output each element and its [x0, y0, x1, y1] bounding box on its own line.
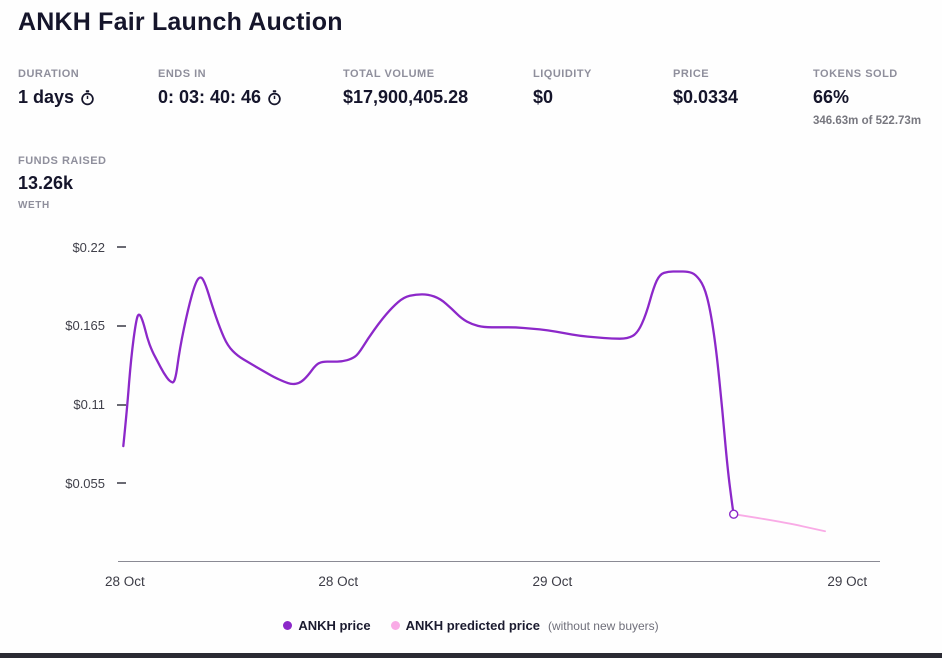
legend-label: ANKH predicted price	[405, 618, 540, 633]
page-bottom-edge	[0, 653, 942, 658]
x-tick-label: 28 Oct	[318, 574, 359, 589]
stopwatch-icon	[81, 89, 94, 105]
stat-value: 1 days	[18, 87, 95, 108]
legend-dot-pink	[390, 621, 400, 630]
y-tick-mark	[117, 246, 126, 249]
countdown-value: 0: 03: 40: 46	[158, 87, 262, 107]
stat-value: 66%	[813, 87, 850, 107]
y-tick-label: $0.165	[65, 318, 105, 334]
x-tick-label: 28 Oct	[104, 574, 145, 589]
series-line-0	[122, 270, 735, 516]
tokens-sold-detail: 346.63m of 522.73m	[813, 115, 922, 127]
current-price-marker	[729, 509, 739, 519]
y-tick-label: $0.11	[73, 397, 105, 413]
legend-dot-purple	[283, 621, 293, 630]
stat-value: $17,900,405.28	[343, 87, 469, 107]
legend-item-ankh-price[interactable]: ANKH price	[283, 618, 371, 633]
stat-value: $0.0334	[673, 87, 739, 107]
y-tick-label: $0.055	[65, 475, 105, 491]
stat-value: 13.26k	[18, 173, 74, 193]
stat-label: LIQUIDITY	[533, 68, 592, 80]
stat-label: FUNDS RAISED	[18, 155, 107, 167]
stat-label: TOTAL VOLUME	[343, 68, 435, 80]
chart-legend: ANKH price ANKH predicted price (without…	[0, 618, 942, 633]
y-tick-mark	[117, 324, 126, 327]
series-line-1	[732, 513, 826, 533]
legend-suffix: (without new buyers)	[547, 618, 659, 633]
stopwatch-icon	[268, 89, 281, 105]
y-tick-label: $0.22	[72, 239, 105, 255]
y-tick-mark	[117, 403, 126, 406]
legend-item-predicted-price[interactable]: ANKH predicted price (without new buyers…	[390, 618, 659, 633]
chart-plot[interactable]	[118, 240, 880, 562]
duration-value: 1 days	[18, 87, 75, 107]
y-tick-mark	[117, 482, 126, 485]
page-title: ANKH Fair Launch Auction	[18, 8, 343, 36]
stat-price: PRICE $0.0334	[673, 68, 738, 108]
x-tick-label: 29 Oct	[827, 574, 868, 589]
stat-label: PRICE	[673, 68, 710, 80]
stat-label: TOKENS SOLD	[813, 68, 898, 80]
stat-duration: DURATION 1 days	[18, 68, 95, 108]
funds-unit: WETH	[18, 200, 50, 211]
price-chart: $0.22 $0.165 $0.11 $0.055 28 Oct 28 Oct 29 Oc…	[0, 239, 942, 589]
stat-total-volume: TOTAL VOLUME $17,900,405.28	[343, 68, 468, 108]
stat-ends-in: ENDS IN 0: 03: 40: 46	[158, 68, 282, 108]
legend-label: ANKH price	[298, 618, 371, 633]
stat-label: DURATION	[18, 68, 80, 80]
stat-label: ENDS IN	[158, 68, 207, 80]
x-tick-label: 29 Oct	[532, 574, 573, 589]
stat-value: $0	[533, 87, 554, 107]
stat-liquidity: LIQUIDITY $0	[533, 68, 592, 108]
stat-value: 0: 03: 40: 46	[158, 87, 282, 108]
stat-tokens-sold: TOKENS SOLD 66% 346.63m of 522.73m	[813, 68, 921, 127]
x-axis: 28 Oct 28 Oct 29 Oct 29 Oct	[105, 574, 880, 594]
stat-funds-raised: FUNDS RAISED 13.26k WETH	[18, 155, 107, 211]
chart-svg[interactable]	[118, 240, 880, 570]
